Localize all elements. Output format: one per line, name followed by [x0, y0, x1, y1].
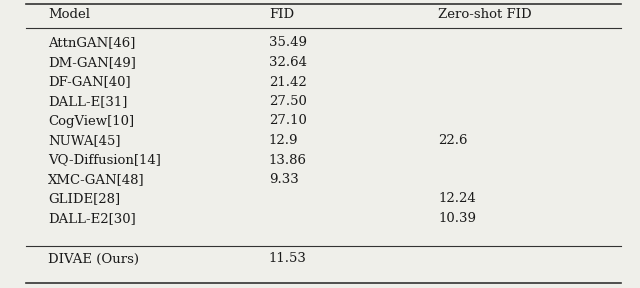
Text: AttnGAN[46]: AttnGAN[46]	[48, 37, 136, 50]
Text: DALL-E[31]: DALL-E[31]	[48, 95, 127, 108]
Text: DF-GAN[40]: DF-GAN[40]	[48, 75, 131, 88]
Text: GLIDE[28]: GLIDE[28]	[48, 192, 120, 206]
Text: DIVAE (Ours): DIVAE (Ours)	[48, 253, 139, 266]
Text: 9.33: 9.33	[269, 173, 298, 186]
Text: DALL-E2[30]: DALL-E2[30]	[48, 212, 136, 225]
Text: FID: FID	[269, 9, 294, 22]
Text: 21.42: 21.42	[269, 75, 307, 88]
Text: NUWA[45]: NUWA[45]	[48, 134, 120, 147]
Text: VQ-Diffusion[14]: VQ-Diffusion[14]	[48, 154, 161, 166]
Text: 12.24: 12.24	[438, 192, 476, 206]
Text: 12.9: 12.9	[269, 134, 298, 147]
Text: XMC-GAN[48]: XMC-GAN[48]	[48, 173, 145, 186]
Text: 13.86: 13.86	[269, 154, 307, 166]
Text: CogView[10]: CogView[10]	[48, 115, 134, 128]
Text: DM-GAN[49]: DM-GAN[49]	[48, 56, 136, 69]
Text: 27.50: 27.50	[269, 95, 307, 108]
Text: 32.64: 32.64	[269, 56, 307, 69]
Text: 35.49: 35.49	[269, 37, 307, 50]
Text: 10.39: 10.39	[438, 212, 476, 225]
Text: Model: Model	[48, 9, 90, 22]
Text: 27.10: 27.10	[269, 115, 307, 128]
Text: Zero-shot FID: Zero-shot FID	[438, 9, 532, 22]
Text: 11.53: 11.53	[269, 253, 307, 266]
Text: 22.6: 22.6	[438, 134, 468, 147]
